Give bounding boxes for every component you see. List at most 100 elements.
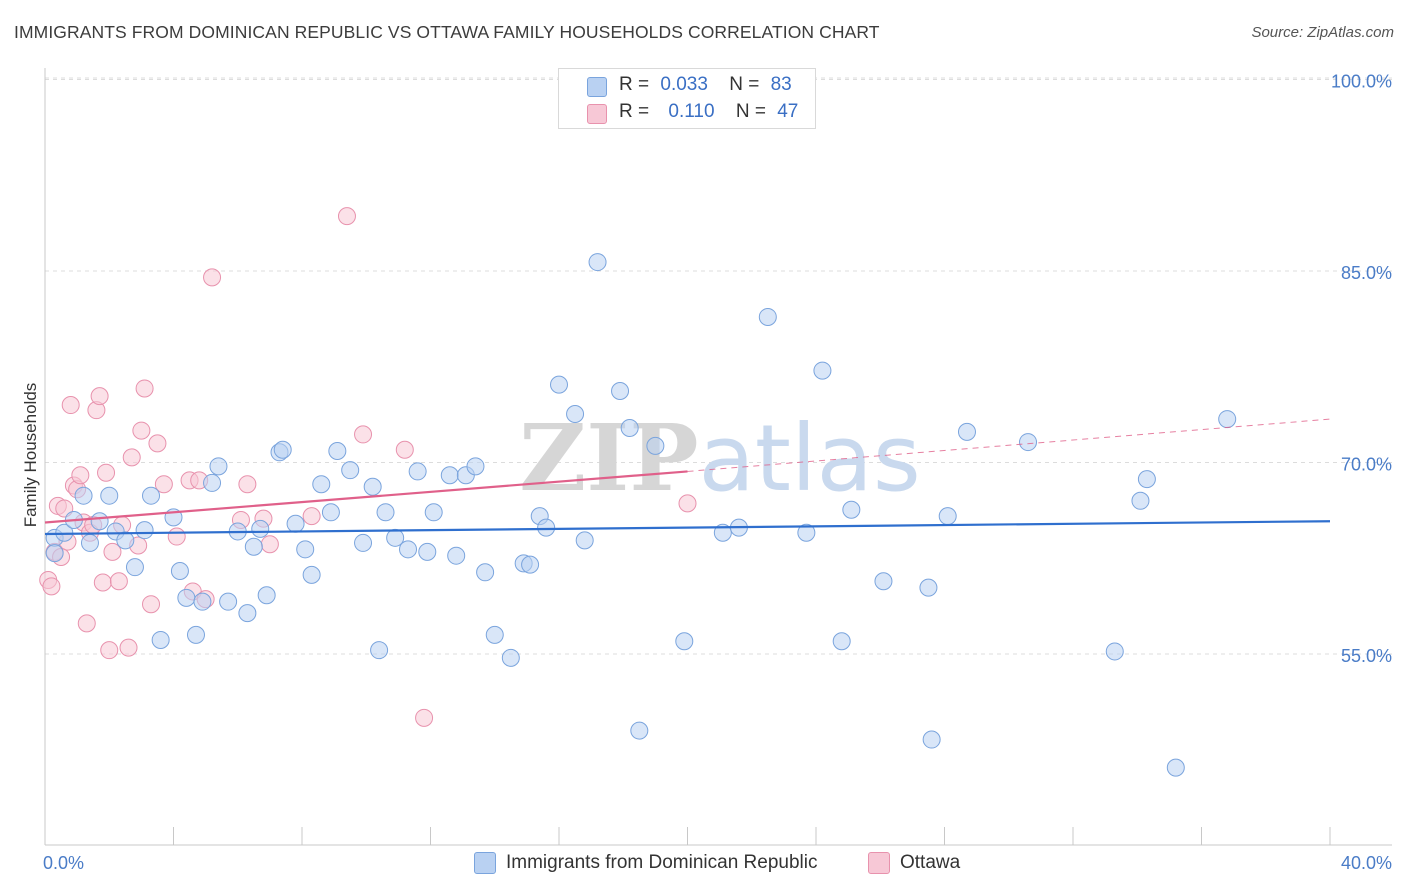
dominican-point — [238, 604, 257, 623]
dominican-point — [832, 632, 851, 651]
dominican-point — [328, 442, 347, 461]
legend-n-value: 83 — [770, 74, 792, 95]
ottawa-point — [77, 614, 96, 633]
dominican-point — [151, 630, 170, 649]
y-tick-label: 100.0% — [1331, 72, 1392, 92]
ottawa-point — [135, 379, 154, 398]
ottawa-point — [337, 207, 356, 226]
ottawa-point — [93, 573, 112, 592]
ottawa-point — [109, 572, 128, 591]
ottawa-point — [97, 463, 116, 482]
ottawa-point — [354, 425, 373, 444]
dominican-point — [588, 253, 607, 272]
ottawa-point — [122, 448, 141, 467]
y-tick-label: 70.0% — [1341, 455, 1392, 475]
dominican-point — [466, 457, 485, 476]
trend-lines — [44, 418, 1331, 536]
x-tick-label-min: 0.0% — [43, 853, 84, 873]
ottawa-point — [167, 527, 186, 546]
dominican-point — [80, 533, 99, 552]
ottawa-point — [203, 268, 222, 287]
dominican-point — [363, 477, 382, 496]
ottawa-point — [678, 494, 697, 513]
ottawa-point — [71, 466, 90, 485]
dominican-point — [630, 721, 649, 740]
y-axis-label: Family Households — [21, 383, 40, 528]
legend-r-value: 0.033 — [660, 74, 708, 95]
dominican-point — [501, 648, 520, 667]
ottawa-trend-line — [44, 470, 688, 524]
dominican-point — [170, 562, 189, 581]
dominican-point — [376, 503, 395, 522]
dominican-point — [1105, 642, 1124, 661]
ottawa-point — [302, 507, 321, 526]
dominican-point — [296, 540, 315, 559]
dominican-point — [219, 592, 238, 611]
dominican-point — [100, 486, 119, 505]
legend-swatch-pink — [587, 104, 607, 124]
dominican-point — [537, 518, 556, 537]
dominican-point — [251, 519, 270, 538]
dominican-point — [447, 546, 466, 565]
dominican-point — [575, 531, 594, 550]
dominican-point — [476, 563, 495, 582]
dominican-point — [874, 572, 893, 591]
chart-title: IMMIGRANTS FROM DOMINICAN REPUBLIC VS OT… — [14, 22, 880, 42]
bottom-legend: Immigrants from Dominican Republic Ottaw… — [0, 852, 1406, 878]
ottawa-point — [260, 535, 279, 554]
dominican-point — [813, 361, 832, 380]
dominican-points — [45, 253, 1237, 777]
dominican-point — [566, 404, 585, 423]
dominican-point — [938, 507, 957, 526]
ottawa-point — [55, 499, 74, 518]
dominican-point — [611, 382, 630, 401]
dominican-point — [244, 537, 263, 556]
dominican-point — [620, 419, 639, 438]
dominican-point — [354, 533, 373, 552]
legend-swatch-blue — [587, 77, 607, 97]
watermark: ZIPatlas — [519, 404, 921, 512]
ottawa-point — [238, 475, 257, 494]
ottawa-point — [142, 595, 161, 614]
dominican-point — [209, 457, 228, 476]
dominican-point — [550, 375, 568, 394]
dominican-point — [797, 523, 816, 542]
ottawa-point — [148, 434, 167, 453]
legend-n-value: 47 — [777, 101, 799, 122]
dominican-point — [302, 565, 321, 584]
dominican-point — [90, 512, 109, 531]
ottawa-point — [42, 577, 61, 596]
dominican-point — [485, 625, 504, 644]
ottawa-point — [154, 475, 173, 494]
tick-labels: 55.0% 70.0% 85.0% 100.0% 0.0% 40.0% — [43, 72, 1392, 874]
ottawa-point — [90, 387, 109, 406]
legend-item-dominican: Immigrants from Dominican Republic — [474, 852, 818, 874]
gridlines — [45, 77, 1392, 655]
source-label: Source: ZipAtlas.com — [1251, 24, 1394, 41]
legend-n-label: N = — [735, 101, 766, 122]
dominican-point — [919, 578, 938, 597]
correlation-legend: R = 0.033 N = 83 R = 0.110 N = 47 — [558, 68, 816, 129]
dominican-point — [646, 436, 665, 455]
ottawa-point — [100, 641, 119, 660]
legend-label-ottawa: Ottawa — [900, 852, 961, 873]
dominican-point — [713, 523, 732, 542]
legend-swatch-blue — [474, 852, 496, 874]
dominican-point — [418, 542, 437, 561]
dominican-point — [142, 486, 161, 505]
dominican-point — [74, 486, 93, 505]
legend-item-ottawa: Ottawa — [868, 852, 960, 874]
ottawa-point — [119, 638, 138, 657]
dominican-point — [177, 588, 196, 607]
legend-r-label: R = — [619, 74, 650, 95]
dominican-point — [1131, 491, 1150, 510]
dominican-point — [116, 531, 135, 550]
dominican-point — [758, 307, 777, 326]
legend-swatch-pink — [868, 852, 890, 874]
dominican-point — [321, 503, 340, 522]
dominican-point — [922, 730, 941, 749]
dominican-point — [257, 586, 276, 605]
dominican-point — [521, 555, 540, 574]
dominican-point — [399, 540, 418, 559]
x-tick-label-max: 40.0% — [1341, 853, 1392, 873]
